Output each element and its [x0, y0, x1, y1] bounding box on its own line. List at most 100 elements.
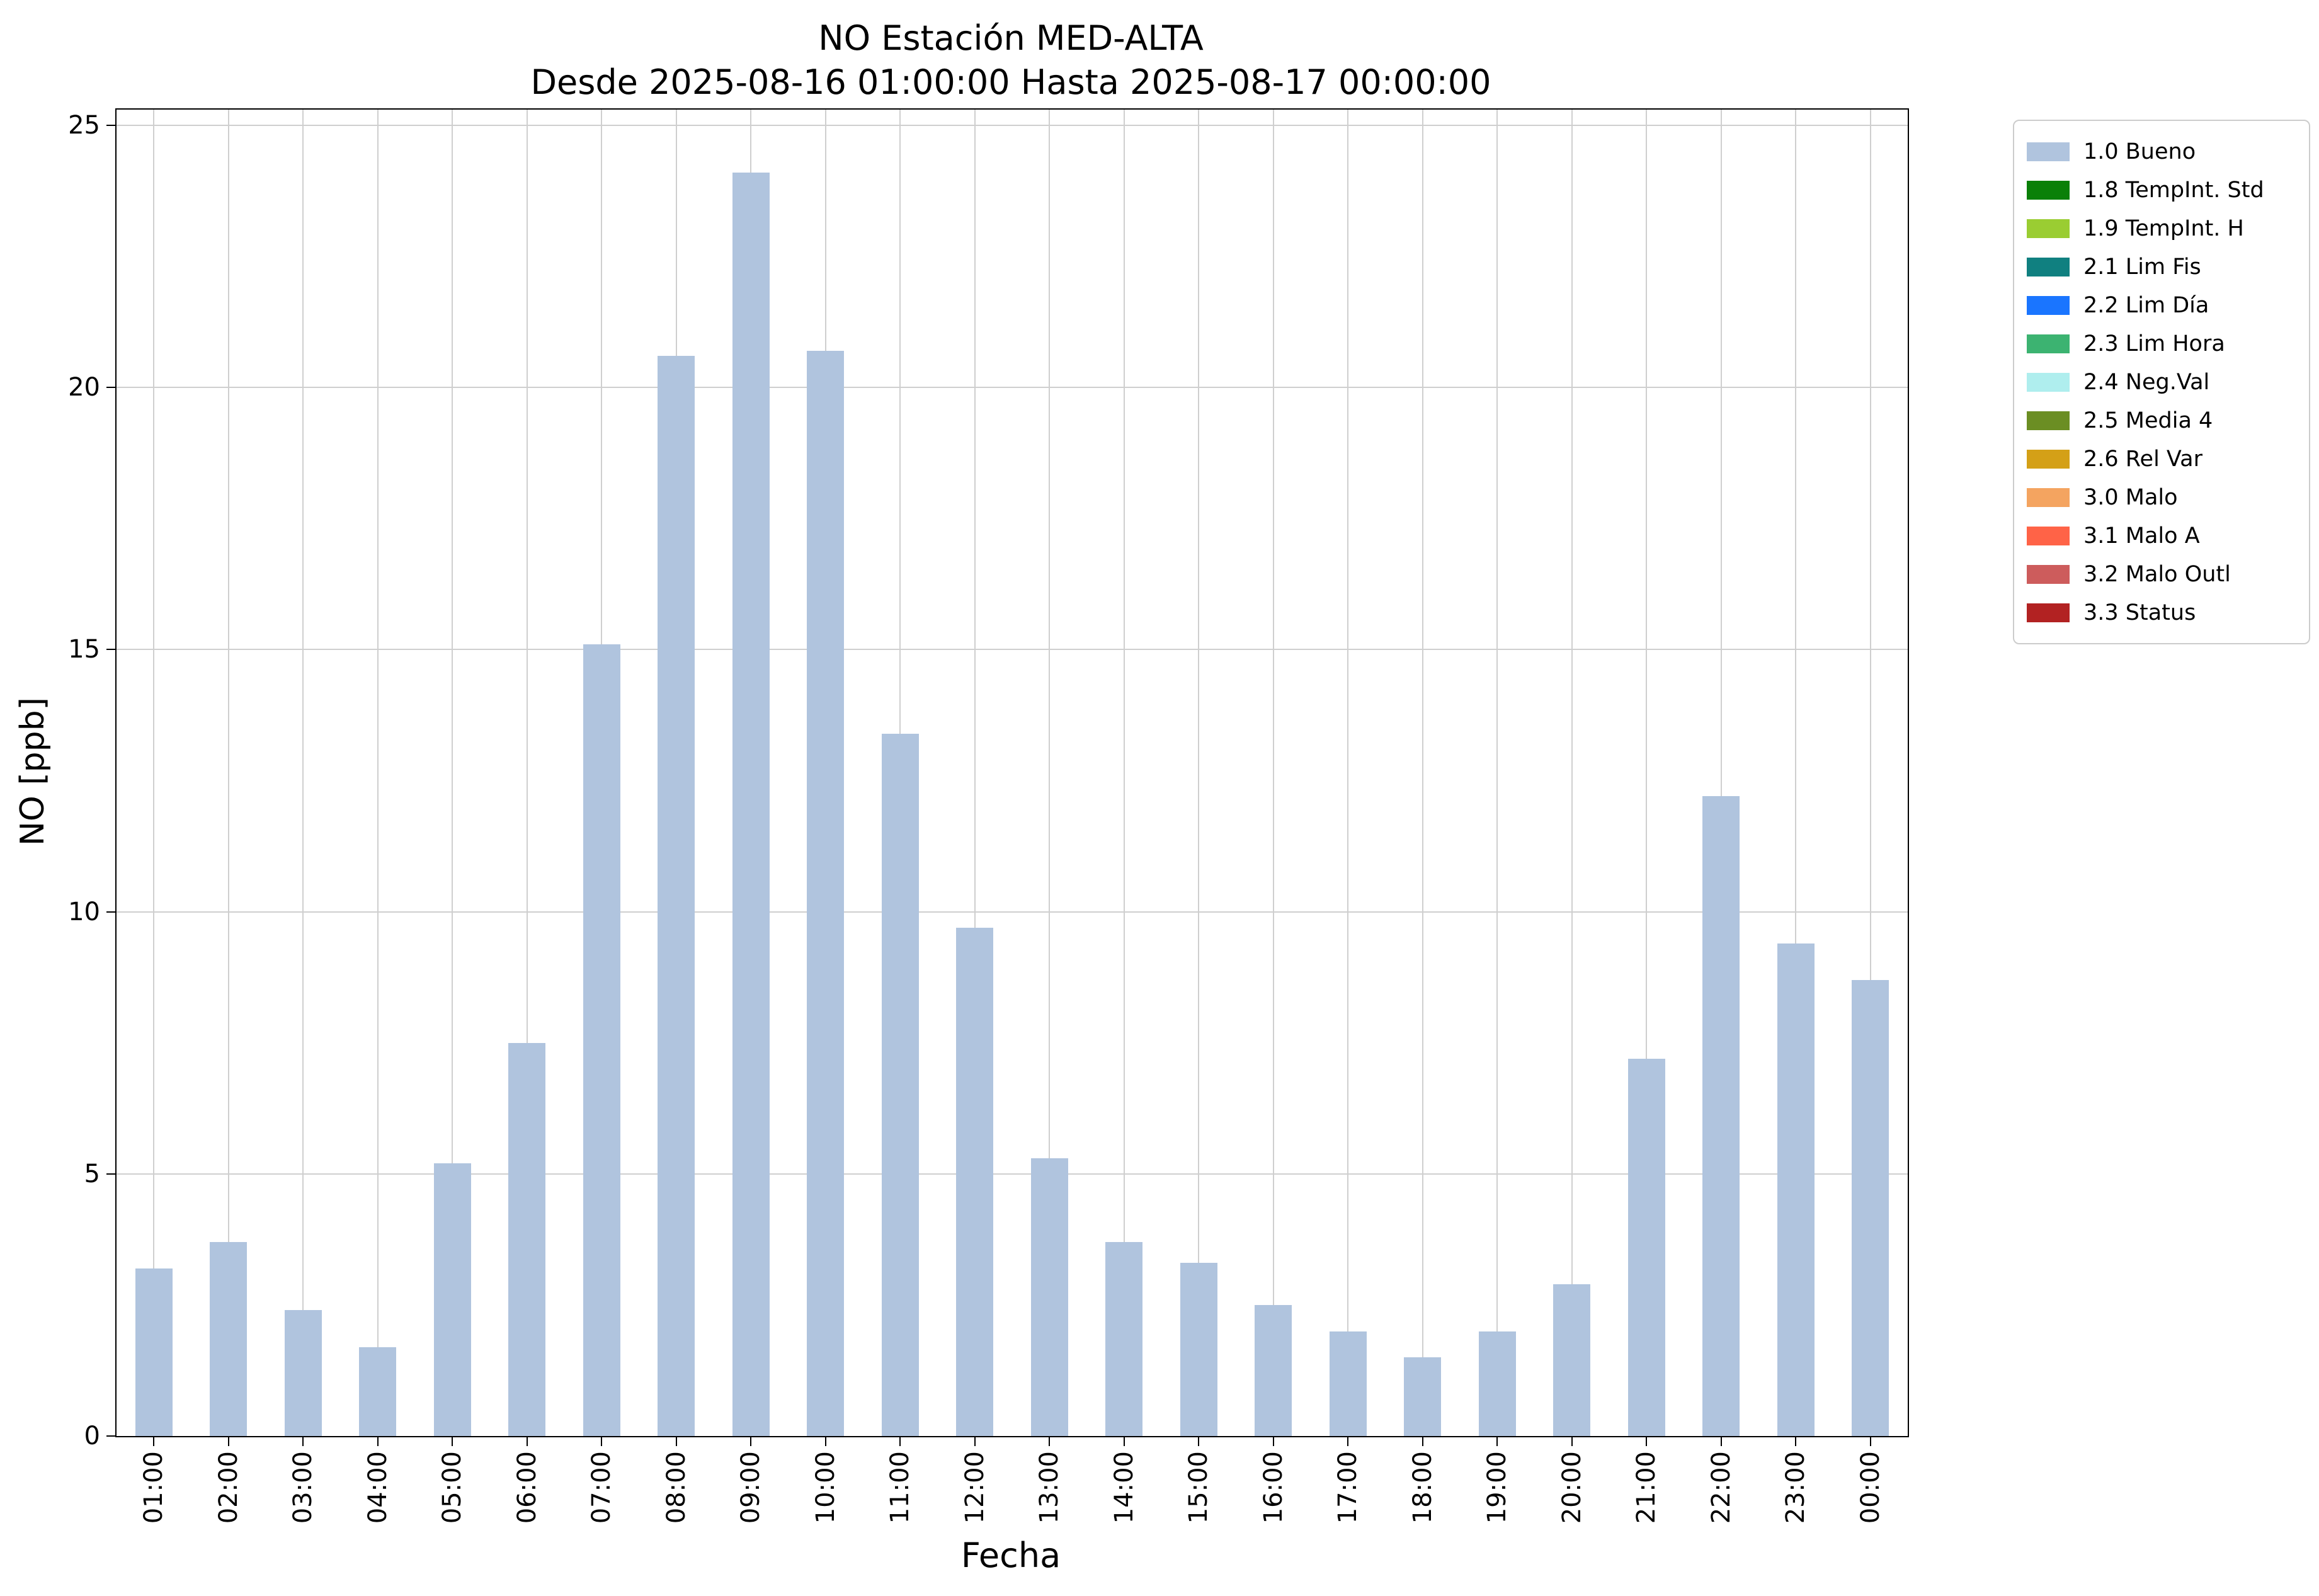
x-tick-mark	[750, 1437, 752, 1446]
x-tick-label: 19:00	[1483, 1451, 1512, 1524]
h-gridline	[117, 911, 1908, 913]
legend-label: 2.5 Media 4	[2083, 408, 2213, 433]
y-tick-label: 10	[68, 897, 100, 926]
chart-title-block: NO Estación MED-ALTA Desde 2025-08-16 01…	[115, 16, 1906, 105]
v-gridline	[377, 110, 379, 1436]
x-tick-mark	[1347, 1437, 1349, 1446]
bar	[1030, 1158, 1068, 1436]
y-tick-label: 20	[68, 373, 100, 402]
legend-label: 2.2 Lim Día	[2083, 292, 2209, 318]
x-tick-label: 12:00	[960, 1451, 989, 1524]
v-gridline	[302, 110, 304, 1436]
legend-swatch	[2027, 449, 2070, 469]
v-gridline	[1049, 110, 1051, 1436]
legend-label: 2.3 Lim Hora	[2083, 331, 2225, 356]
legend-label: 1.9 TempInt. H	[2083, 215, 2244, 241]
legend-label: 3.1 Malo A	[2083, 523, 2200, 549]
y-axis-label: NO [ppb]	[14, 697, 52, 846]
bar	[1702, 796, 1740, 1436]
bar	[881, 733, 919, 1436]
x-tick-mark	[302, 1437, 304, 1446]
chart-subtitle: Desde 2025-08-16 01:00:00 Hasta 2025-08-…	[530, 62, 1491, 102]
v-gridline	[1869, 110, 1871, 1436]
legend-swatch	[2027, 219, 2070, 238]
y-tick-mark	[106, 387, 115, 389]
bar	[1553, 1284, 1591, 1436]
h-gridline	[117, 649, 1908, 651]
legend-swatch	[2027, 295, 2070, 315]
legend-swatch	[2027, 180, 2070, 200]
x-tick-mark	[1720, 1437, 1722, 1446]
bar	[583, 644, 620, 1436]
x-tick-label: 20:00	[1557, 1451, 1587, 1524]
legend-swatch	[2027, 487, 2070, 507]
legend-swatch	[2027, 257, 2070, 276]
legend-label: 1.0 Bueno	[2083, 139, 2196, 164]
x-tick-label: 15:00	[1184, 1451, 1214, 1524]
x-tick-label: 23:00	[1781, 1451, 1811, 1524]
legend-swatch	[2027, 372, 2070, 392]
legend-item: 2.2 Lim Día	[2027, 286, 2296, 324]
bar	[284, 1310, 322, 1436]
y-tick-mark	[106, 911, 115, 913]
x-tick-mark	[1422, 1437, 1423, 1446]
legend-item: 3.2 Malo Outl	[2027, 555, 2296, 593]
x-tick-mark	[153, 1437, 155, 1446]
v-gridline	[153, 110, 155, 1436]
v-gridline	[1646, 110, 1648, 1436]
bar	[1852, 979, 1889, 1436]
legend-label: 3.2 Malo Outl	[2083, 561, 2231, 587]
y-tick-label: 5	[84, 1159, 100, 1188]
x-tick-label: 14:00	[1109, 1451, 1139, 1524]
x-tick-mark	[1198, 1437, 1200, 1446]
x-tick-mark	[675, 1437, 677, 1446]
bar	[433, 1163, 471, 1436]
bar	[732, 172, 770, 1436]
x-tick-mark	[1869, 1437, 1871, 1446]
bar	[1255, 1304, 1292, 1436]
legend-label: 3.3 Status	[2083, 600, 2196, 625]
x-tick-label: 02:00	[214, 1451, 243, 1524]
legend-swatch	[2027, 334, 2070, 353]
y-tick-mark	[106, 1173, 115, 1175]
x-tick-label: 09:00	[736, 1451, 766, 1524]
legend-swatch	[2027, 411, 2070, 430]
v-gridline	[1272, 110, 1274, 1436]
x-tick-mark	[452, 1437, 453, 1446]
y-tick-label: 25	[68, 110, 100, 140]
y-tick-mark	[106, 1435, 115, 1437]
plot-area: 0 5 10 15 20 25 01:00 02:00 03:00 04:00 05:00 06:00…	[68, 108, 1909, 1524]
bar	[1404, 1357, 1442, 1436]
x-tick-label: 18:00	[1408, 1451, 1437, 1524]
legend: 1.0 Bueno 1.8 TempInt. Std 1.9 TempInt. H 2…	[2013, 120, 2310, 644]
x-tick-mark	[1049, 1437, 1051, 1446]
x-tick-label: 17:00	[1333, 1451, 1363, 1524]
h-gridline	[117, 124, 1908, 126]
legend-item: 2.4 Neg.Val	[2027, 363, 2296, 401]
legend-label: 2.4 Neg.Val	[2083, 369, 2210, 395]
x-tick-label: 10:00	[811, 1451, 840, 1524]
x-tick-mark	[1272, 1437, 1274, 1446]
x-tick-label: 11:00	[886, 1451, 915, 1524]
bar	[658, 356, 695, 1436]
x-tick-mark	[824, 1437, 826, 1446]
legend-swatch	[2027, 603, 2070, 622]
bar	[210, 1242, 248, 1436]
bar	[807, 350, 845, 1436]
v-gridline	[526, 110, 528, 1436]
x-tick-label: 22:00	[1706, 1451, 1736, 1524]
legend-label: 1.8 TempInt. Std	[2083, 177, 2264, 203]
legend-item: 1.0 Bueno	[2027, 132, 2296, 171]
x-tick-mark	[1123, 1437, 1125, 1446]
h-gridline	[117, 1173, 1908, 1175]
x-tick-label: 06:00	[512, 1451, 542, 1524]
v-gridline	[452, 110, 453, 1436]
x-tick-label: 05:00	[438, 1451, 467, 1524]
legend-item: 2.6 Rel Var	[2027, 440, 2296, 478]
x-tick-label: 04:00	[363, 1451, 392, 1524]
h-gridline	[117, 387, 1908, 389]
bar	[1180, 1263, 1217, 1436]
x-tick-label: 16:00	[1258, 1451, 1288, 1524]
bar	[359, 1347, 397, 1436]
